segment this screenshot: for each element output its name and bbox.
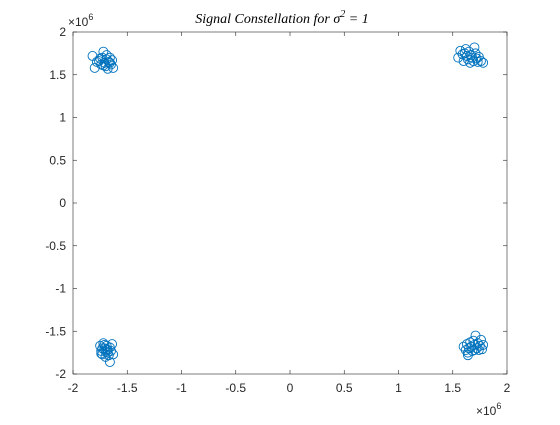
data-point xyxy=(478,57,489,68)
x-tick-label: 0 xyxy=(287,381,294,395)
points-layer xyxy=(87,42,489,367)
x-tick-label: 1 xyxy=(395,381,402,395)
data-point xyxy=(104,52,115,63)
y-tick-label: 1.5 xyxy=(49,68,66,82)
data-point xyxy=(469,345,480,356)
data-point xyxy=(471,343,482,354)
y-tick-label: -1 xyxy=(55,282,66,296)
x-tick-label: -2 xyxy=(68,381,79,395)
data-point xyxy=(459,48,470,59)
y-tick-label: 2 xyxy=(59,25,66,39)
data-point xyxy=(476,334,486,345)
data-point xyxy=(106,59,116,70)
data-point xyxy=(107,339,118,350)
data-point xyxy=(108,62,119,73)
x-tick-label: -1 xyxy=(176,381,187,395)
x-tick-label: 0.5 xyxy=(336,381,353,395)
y-tick-label: 0.5 xyxy=(49,153,66,167)
data-point xyxy=(462,350,473,361)
data-point xyxy=(464,343,474,354)
data-point xyxy=(469,42,480,53)
y-axis-multiplier: ×106 xyxy=(68,12,93,29)
data-point xyxy=(478,339,489,350)
y-tick-label: -1.5 xyxy=(45,324,66,338)
x-axis-multiplier: ×106 xyxy=(476,401,501,418)
x-tick-label: -1.5 xyxy=(117,381,138,395)
data-point xyxy=(462,347,473,358)
x-tick-label: 1.5 xyxy=(444,381,461,395)
y-tick-label: 1 xyxy=(59,111,66,125)
data-point xyxy=(95,53,106,64)
data-point xyxy=(477,344,487,355)
data-point xyxy=(476,56,486,67)
data-point xyxy=(107,55,118,66)
ticks-layer: -2 -1.5 -1 -0.5 0 0.5 1 1.5 2 2 1.5 1 0.5 0 -0.5 -1 -1.5… xyxy=(45,25,510,395)
x-tick-label: -0.5 xyxy=(225,381,246,395)
chart-title: Signal Constellation for σ2 = 1 xyxy=(195,9,368,27)
axes-box xyxy=(72,31,508,375)
plot-area-background xyxy=(73,32,507,374)
data-point xyxy=(458,56,469,67)
data-point xyxy=(98,60,109,71)
y-tick-label: -0.5 xyxy=(45,239,66,253)
data-point xyxy=(101,344,112,355)
y-tick-label: -2 xyxy=(55,367,66,381)
y-tick-label: 0 xyxy=(59,196,66,210)
data-point xyxy=(91,56,102,67)
x-tick-label: 2 xyxy=(504,381,511,395)
data-point xyxy=(104,57,115,68)
